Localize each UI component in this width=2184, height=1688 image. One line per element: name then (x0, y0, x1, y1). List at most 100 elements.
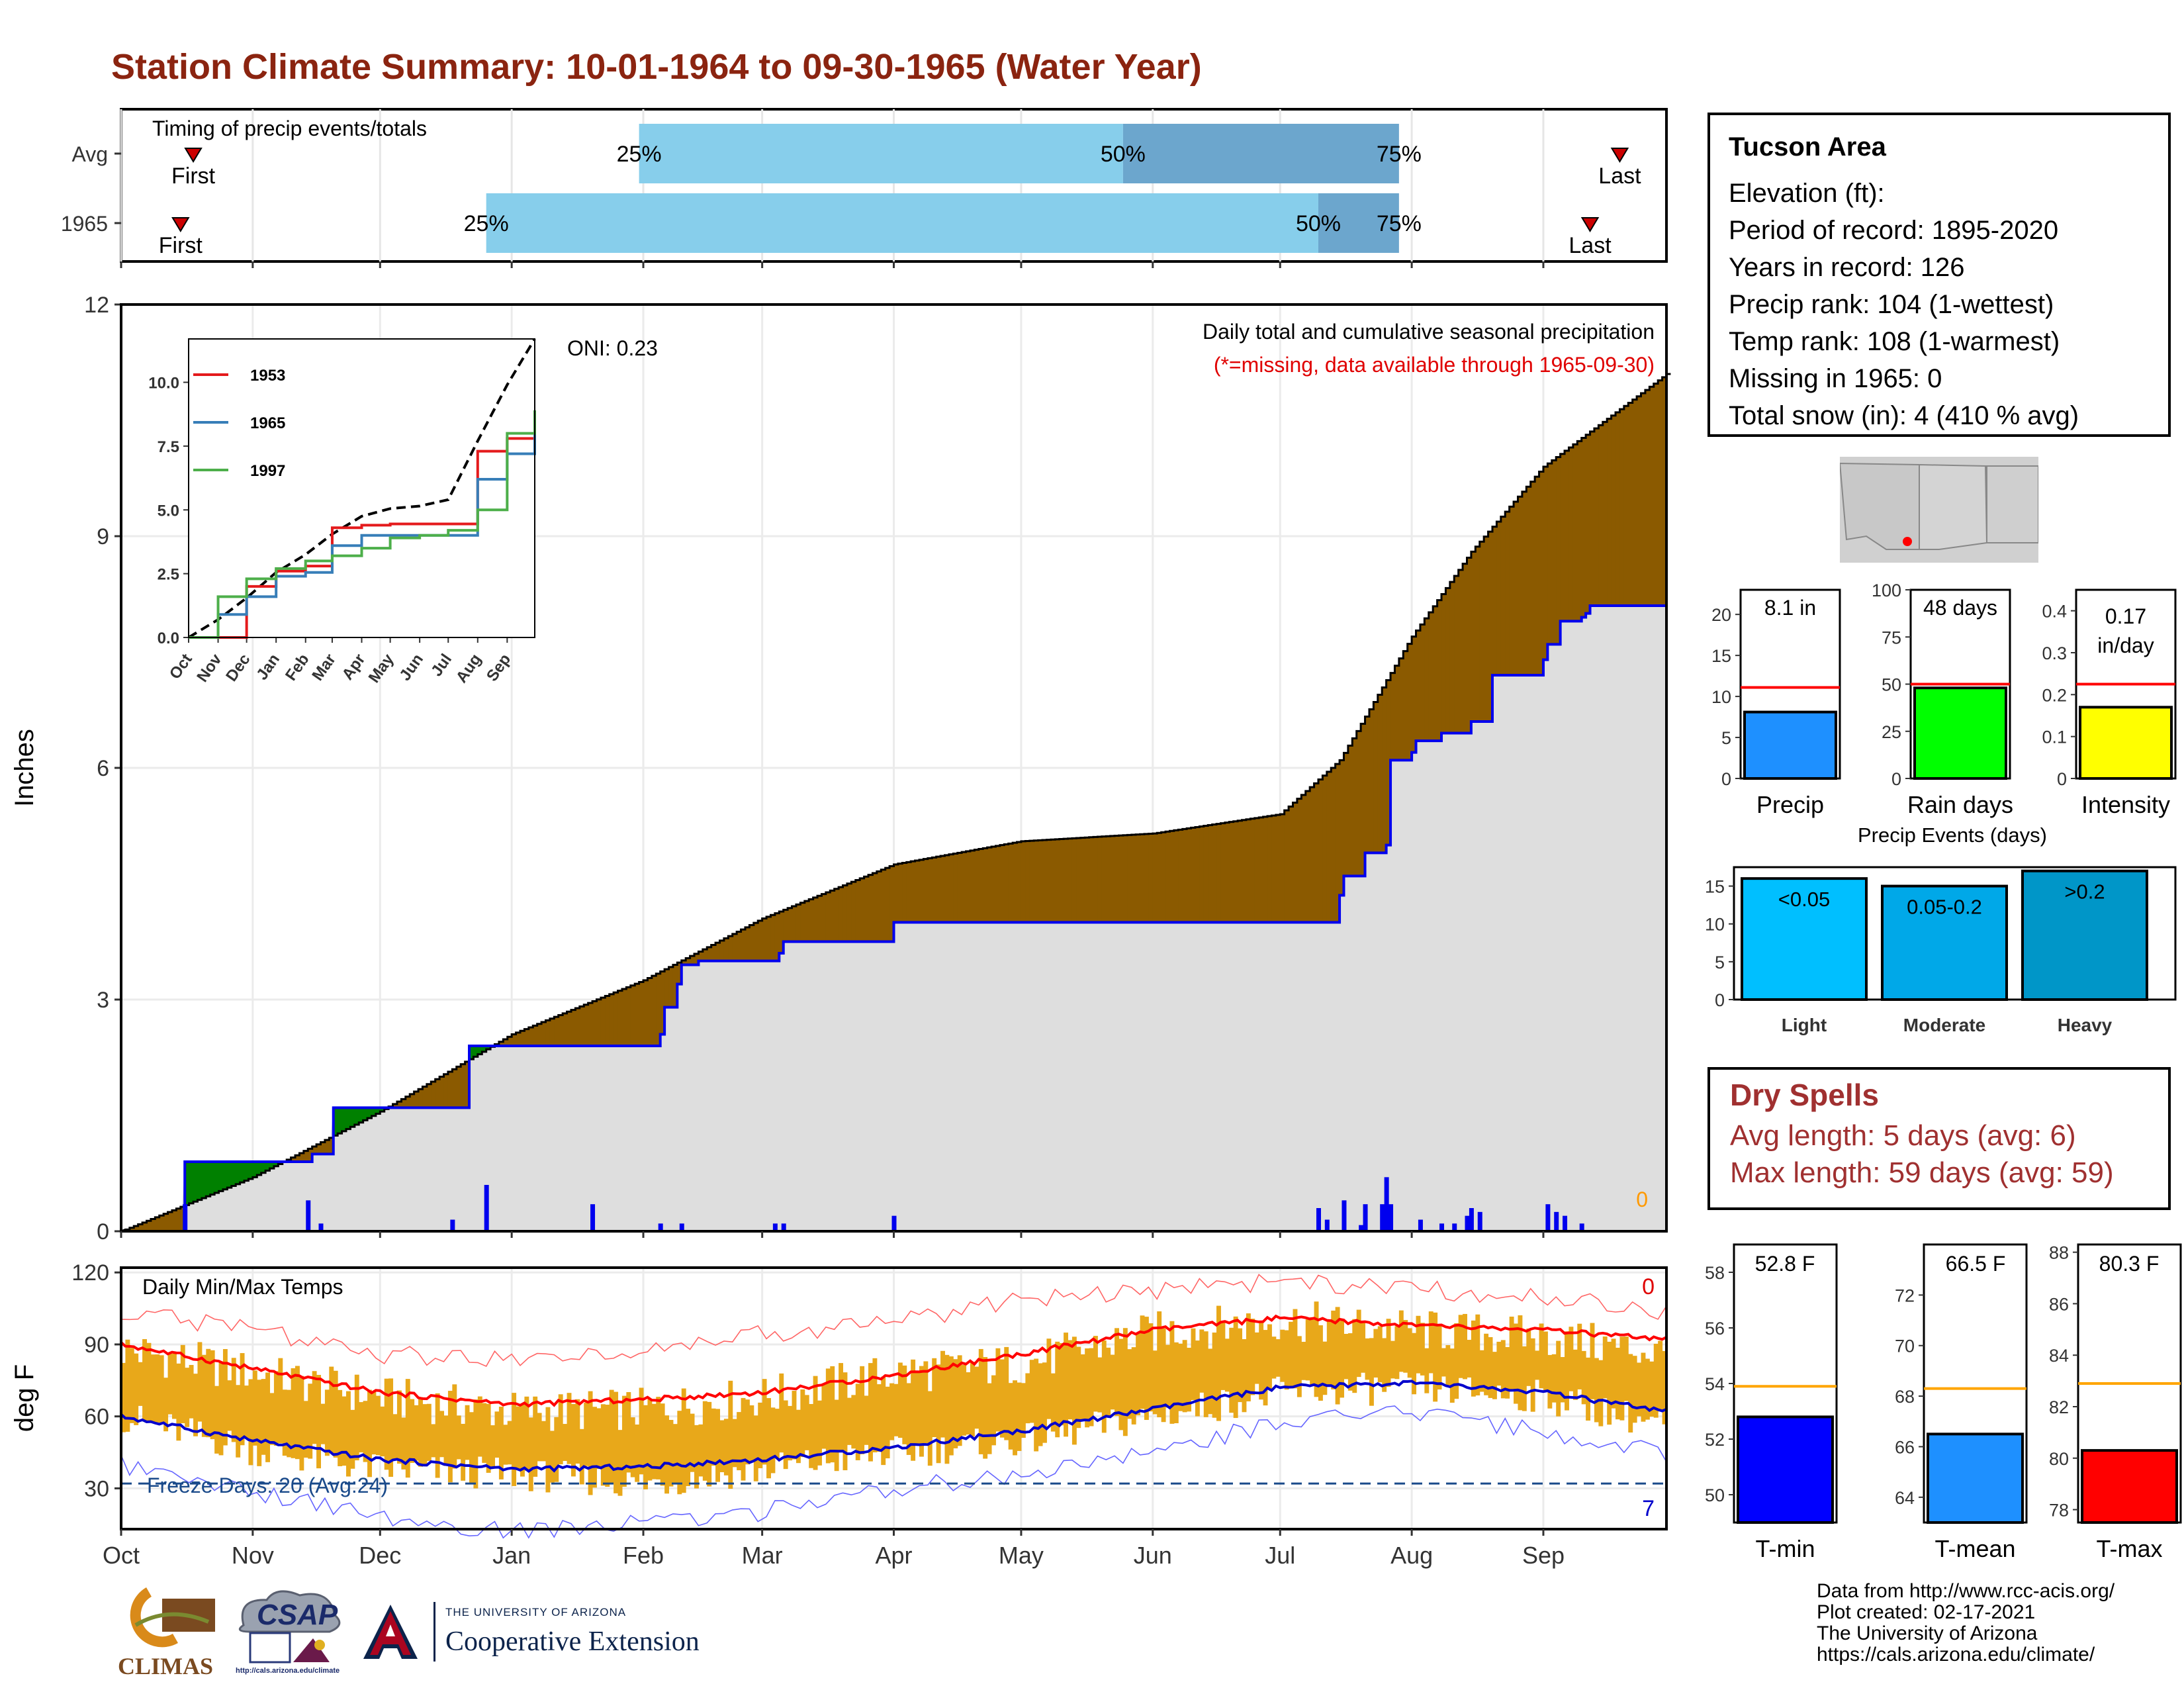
y-tick-label: 12 (84, 293, 109, 318)
daily-temp-range-bar (821, 1384, 827, 1449)
daily-temp-range-bar (1289, 1321, 1293, 1386)
daily-temp-range-bar (600, 1404, 606, 1486)
deficit-fill (1322, 775, 1328, 923)
deficit-fill (1428, 612, 1433, 741)
daily-temp-range-bar (690, 1413, 695, 1472)
daily-temp-range-bar (1518, 1315, 1523, 1411)
precip-event-bar (1741, 877, 1868, 1001)
deficit-fill (549, 1018, 555, 1046)
daily-temp-range-bar (193, 1374, 198, 1436)
daily-temp-range-bar (558, 1394, 563, 1465)
timing-pct-label: 75% (1377, 211, 1422, 236)
daily-temp-range-bar (1484, 1333, 1489, 1395)
summary-y-tick-label: 86 (2049, 1294, 2069, 1314)
y-tick-label: 9 (97, 524, 109, 549)
daily-temp-range-bar (834, 1399, 839, 1472)
deficit-fill (897, 863, 903, 923)
daily-temp-range-bar (991, 1375, 996, 1446)
daily-temp-range-bar (1416, 1315, 1421, 1374)
daily-temp-range-bar (885, 1386, 890, 1459)
deficit-fill (592, 1001, 598, 1046)
deficit-fill (142, 1222, 148, 1231)
summary-y-tick-label: 10 (1705, 915, 1725, 935)
summary-y-tick-label: 52 (1705, 1430, 1725, 1450)
daily-temp-range-bar (651, 1403, 657, 1479)
daily-temp-range-bar (563, 1424, 568, 1462)
daily-temp-range-bar (159, 1355, 164, 1424)
deficit-fill (320, 1142, 326, 1154)
main-chart: 25% 50% 75% First Last Avg 25% 50% 75% First Last 1… (10, 108, 1671, 1569)
daily-temp-range-bar (231, 1358, 236, 1442)
station-line: Precip rank: 104 (1-wettest) (1729, 290, 2054, 319)
daily-temp-range-bar (545, 1407, 551, 1493)
summary-y-tick-label: 0.2 (2042, 685, 2067, 705)
daily-temp-range-bar (197, 1342, 203, 1422)
surplus-fill (333, 1107, 338, 1136)
daily-temp-range-bar (1463, 1313, 1468, 1380)
deficit-fill (1632, 399, 1637, 606)
daily-precip-bar (1439, 1223, 1445, 1231)
deficit-fill (1356, 731, 1361, 876)
daily-temp-range-bar (1445, 1345, 1451, 1385)
inset-y-tick-label: 0.0 (158, 630, 179, 647)
daily-temp-range-bar (1632, 1356, 1637, 1423)
summary-y-tick-label: 25 (1882, 722, 1901, 742)
daily-temp-range-bar (936, 1364, 941, 1464)
daily-temp-range-bar (1420, 1323, 1425, 1376)
deficit-fill (1097, 837, 1103, 923)
map-state (1919, 463, 1988, 550)
summary-y-tick-label: 72 (1895, 1286, 1915, 1305)
daily-temp-range-bar (236, 1385, 241, 1458)
surplus-fill (244, 1162, 250, 1181)
deficit-fill (443, 1074, 449, 1108)
deficit-fill (643, 980, 649, 1046)
deficit-fill (788, 908, 793, 942)
deficit-fill (1161, 832, 1166, 923)
deficit-fill (1420, 624, 1425, 741)
daily-temp-range-bar (728, 1380, 733, 1489)
deficit-fill (1615, 412, 1621, 606)
daily-temp-range-bar (248, 1379, 253, 1466)
deficit-fill (1259, 817, 1264, 923)
deficit-fill (1382, 687, 1387, 853)
surplus-fill (350, 1107, 355, 1127)
daily-temp-range-bar (677, 1411, 682, 1495)
deficit-fill (1187, 828, 1192, 923)
daily-temp-range-bar (512, 1393, 517, 1486)
daily-temp-range-bar (948, 1356, 954, 1456)
precip-panel: 0 3 6 9 12 Daily total and cumulative seasona… (10, 293, 1671, 1244)
deficit-fill (1085, 837, 1090, 923)
deficit-fill (664, 969, 670, 1008)
y-tick-label: 90 (84, 1333, 109, 1358)
deficit-fill (600, 998, 606, 1046)
deficit-fill (528, 1027, 533, 1046)
daily-temp-range-bar (1326, 1321, 1332, 1385)
deficit-fill (1305, 791, 1310, 923)
daily-temp-range-bar (698, 1424, 704, 1477)
timing-bar-50-75 (1318, 193, 1399, 253)
deficit-fill (1352, 738, 1357, 876)
map-state (1986, 465, 2038, 543)
month-tick-label: May (999, 1542, 1044, 1569)
deficit-fill (723, 938, 729, 961)
daily-temp-range-bar (252, 1370, 257, 1446)
daily-temp-range-bar (881, 1376, 886, 1466)
deficit-fill (1505, 511, 1510, 675)
daily-temp-range-bar (180, 1344, 185, 1424)
y-axis-label: deg F (10, 1364, 39, 1432)
daily-temp-range-bar (1581, 1350, 1586, 1405)
deficit-fill (711, 945, 716, 961)
station-line: Years in record: 126 (1729, 253, 1965, 282)
deficit-fill (1064, 839, 1069, 923)
deficit-fill (456, 1066, 461, 1108)
csap-url: http://cals.arizona.edu/climate (236, 1667, 340, 1675)
deficit-fill (299, 1152, 304, 1162)
daily-temp-range-bar (1212, 1333, 1217, 1418)
daily-temp-range-bar (1641, 1352, 1646, 1422)
deficit-fill (435, 1079, 440, 1108)
daily-temp-range-bar (1195, 1340, 1200, 1417)
daily-temp-range-bar (1093, 1336, 1098, 1412)
y-tick-label: 60 (84, 1405, 109, 1430)
deficit-fill (813, 897, 818, 942)
deficit-fill (1458, 569, 1463, 733)
